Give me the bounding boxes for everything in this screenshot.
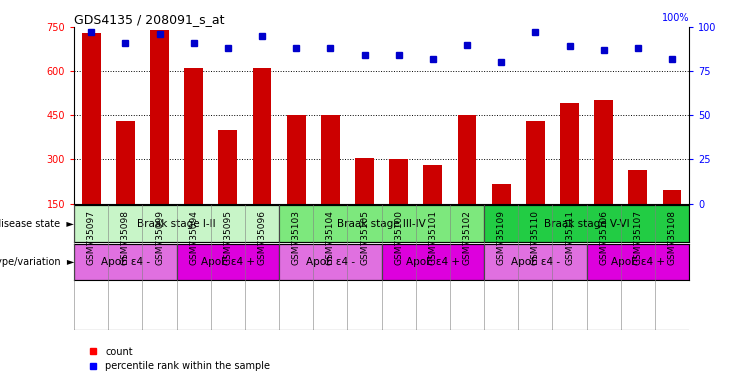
Text: Braak stage III-IV: Braak stage III-IV [337,218,426,229]
Bar [594,101,613,204]
Text: GSM735104: GSM735104 [326,210,335,265]
Text: 100%: 100% [662,13,689,23]
Text: Braak stage I-II: Braak stage I-II [137,218,216,229]
Bar [458,115,476,204]
Bar [219,130,237,204]
Text: GSM735106: GSM735106 [599,210,608,265]
Text: genotype/variation  ►: genotype/variation ► [0,257,74,267]
Bar [321,115,340,204]
Text: GSM735098: GSM735098 [121,210,130,265]
Text: ApoE ε4 -: ApoE ε4 - [511,257,560,267]
Text: GSM735103: GSM735103 [292,210,301,265]
Text: GSM735099: GSM735099 [155,210,164,265]
Text: GSM735100: GSM735100 [394,210,403,265]
Bar [74,205,279,242]
Text: GSM735105: GSM735105 [360,210,369,265]
Bar [287,115,305,204]
Text: GSM735097: GSM735097 [87,210,96,265]
Text: Braak stage V-VI: Braak stage V-VI [544,218,629,229]
Text: ApoE ε4 +: ApoE ε4 + [406,257,460,267]
Bar [355,158,374,204]
Text: GSM735095: GSM735095 [223,210,233,265]
Text: GSM735096: GSM735096 [258,210,267,265]
Bar [279,244,382,280]
Text: ApoE ε4 +: ApoE ε4 + [201,257,255,267]
Bar [279,205,484,242]
Bar [587,244,689,280]
Text: GSM735111: GSM735111 [565,210,574,265]
Text: ApoE ε4 -: ApoE ε4 - [101,257,150,267]
Text: disease state  ►: disease state ► [0,218,74,229]
Text: ApoE ε4 -: ApoE ε4 - [306,257,355,267]
Text: GSM735102: GSM735102 [462,210,471,265]
Legend: count, percentile rank within the sample: count, percentile rank within the sample [79,343,274,375]
Bar [82,33,101,204]
Bar [74,244,176,280]
Bar [176,244,279,280]
Bar [150,30,169,204]
Text: GSM735094: GSM735094 [189,210,198,265]
Text: ApoE ε4 +: ApoE ε4 + [611,257,665,267]
Text: GSM735107: GSM735107 [634,210,642,265]
Text: GSM735108: GSM735108 [668,210,677,265]
Bar [116,121,135,204]
Bar [628,170,648,204]
Bar [423,165,442,204]
Text: GSM735101: GSM735101 [428,210,437,265]
Bar [253,68,271,204]
Bar [484,205,689,242]
Bar [389,159,408,204]
Bar [662,190,682,204]
Bar [526,121,545,204]
Bar [185,68,203,204]
Text: GSM735109: GSM735109 [496,210,505,265]
Bar [382,244,484,280]
Bar [492,184,511,204]
Text: GSM735110: GSM735110 [531,210,540,265]
Text: GDS4135 / 208091_s_at: GDS4135 / 208091_s_at [74,13,225,26]
Bar [560,103,579,204]
Bar [484,244,587,280]
